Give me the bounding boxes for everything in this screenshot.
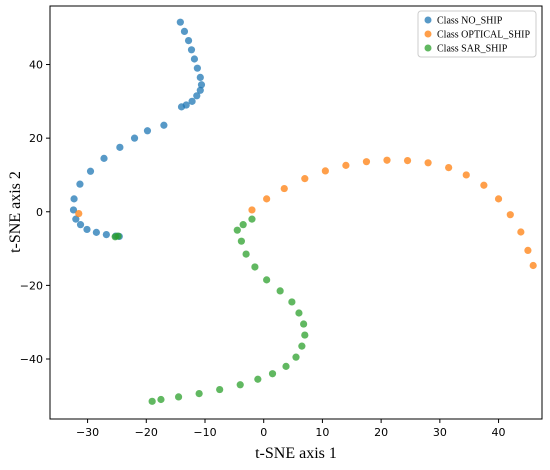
data-point-class-no-ship-12 <box>177 103 186 111</box>
data-point-class-sar-ship-11 <box>301 331 309 339</box>
points-layer <box>69 18 537 405</box>
data-point-class-sar-ship-24 <box>111 233 119 241</box>
legend: Class NO_SHIP Class OPTICAL_SHIP Class S… <box>417 10 537 58</box>
data-point-class-sar-ship-7 <box>276 287 284 295</box>
data-point-class-no-ship-13 <box>160 121 168 129</box>
x-tick-label: 0 <box>260 426 267 439</box>
data-point-class-sar-ship-13 <box>292 353 300 361</box>
data-point-class-sar-ship-22 <box>148 397 156 405</box>
data-point-class-no-ship-25 <box>92 228 100 236</box>
data-point-class-optical-ship-12 <box>480 181 488 189</box>
data-point-class-optical-ship-11 <box>462 171 470 179</box>
legend-box <box>417 10 537 58</box>
data-point-class-no-ship-7 <box>197 81 206 89</box>
data-point-class-sar-ship-8 <box>288 298 296 306</box>
data-point-class-no-ship-22 <box>72 215 80 223</box>
data-point-class-sar-ship-14 <box>282 362 290 370</box>
x-tick-label: −20 <box>135 426 158 439</box>
data-point-class-sar-ship-5 <box>251 263 259 271</box>
data-point-class-sar-ship-6 <box>263 276 271 284</box>
x-axis-title: t-SNE axis 1 <box>255 445 337 462</box>
data-point-class-no-ship-23 <box>76 221 85 229</box>
data-point-class-no-ship-14 <box>143 127 152 135</box>
legend-marker-no-ship <box>424 16 432 24</box>
y-tick-label: 40 <box>29 59 43 72</box>
data-point-class-no-ship-10 <box>188 97 196 105</box>
data-point-class-no-ship-6 <box>196 73 204 82</box>
data-point-class-optical-ship-9 <box>424 159 432 167</box>
data-point-class-no-ship-0 <box>176 18 184 26</box>
data-point-class-optical-ship-2 <box>280 184 288 193</box>
data-point-class-optical-ship-0 <box>248 206 256 214</box>
data-point-class-sar-ship-3 <box>237 237 245 245</box>
data-point-class-sar-ship-19 <box>195 390 203 398</box>
data-point-class-optical-ship-17 <box>529 261 537 270</box>
data-point-class-optical-ship-10 <box>445 163 453 172</box>
data-point-class-no-ship-16 <box>116 143 124 151</box>
legend-marker-optical-ship <box>424 30 432 38</box>
x-tick-label: 30 <box>433 426 447 439</box>
data-point-class-sar-ship-15 <box>268 370 277 378</box>
data-point-class-no-ship-3 <box>187 46 196 54</box>
x-tick-label: 20 <box>374 426 388 439</box>
data-point-class-optical-ship-3 <box>301 175 309 183</box>
y-axis-title: t-SNE axis 2 <box>7 171 24 253</box>
data-point-class-sar-ship-20 <box>174 393 183 401</box>
data-point-class-optical-ship-1 <box>263 195 271 203</box>
data-point-class-sar-ship-12 <box>298 342 306 350</box>
y-tick-label: 20 <box>29 132 43 145</box>
plot-frame <box>49 5 543 420</box>
data-point-class-no-ship-19 <box>76 180 84 188</box>
data-point-class-sar-ship-17 <box>236 381 244 389</box>
data-point-class-no-ship-4 <box>190 55 199 63</box>
data-point-class-optical-ship-6 <box>362 158 371 166</box>
y-tick-label: −40 <box>20 353 43 366</box>
data-point-class-no-ship-8 <box>196 86 204 94</box>
data-point-class-sar-ship-4 <box>242 250 250 258</box>
data-point-class-no-ship-17 <box>100 154 108 162</box>
data-point-class-sar-ship-0 <box>248 215 256 223</box>
data-point-class-no-ship-24 <box>83 225 91 234</box>
data-point-class-no-ship-15 <box>130 134 139 142</box>
data-point-class-sar-ship-21 <box>157 395 165 404</box>
legend-label-sar-ship: Class SAR_SHIP <box>437 44 508 55</box>
data-point-class-sar-ship-10 <box>300 320 308 328</box>
ticks-layer: −30 −20 −10 0 10 20 30 40 −40 −20 0 20 40 <box>20 59 506 439</box>
data-point-class-optical-ship-18 <box>75 210 83 218</box>
data-point-class-optical-ship-16 <box>524 246 532 255</box>
data-point-class-optical-ship-8 <box>403 157 412 165</box>
x-tick-label: 10 <box>315 426 329 439</box>
data-point-class-no-ship-9 <box>193 92 201 100</box>
data-point-class-no-ship-2 <box>184 37 193 45</box>
x-tick-label: −30 <box>76 426 99 439</box>
data-point-class-no-ship-26 <box>102 230 110 239</box>
data-point-class-sar-ship-9 <box>295 309 303 317</box>
data-point-class-sar-ship-2 <box>233 226 241 234</box>
data-point-class-no-ship-21 <box>69 206 78 214</box>
data-point-class-sar-ship-1 <box>239 221 247 229</box>
data-point-class-no-ship-20 <box>70 195 78 203</box>
data-point-class-sar-ship-16 <box>254 375 262 383</box>
legend-marker-sar-ship <box>424 44 432 52</box>
data-point-class-optical-ship-15 <box>517 228 525 236</box>
y-tick-label: −20 <box>20 279 43 292</box>
data-point-class-no-ship-5 <box>193 64 201 72</box>
data-point-class-optical-ship-5 <box>342 161 350 169</box>
data-point-class-optical-ship-7 <box>383 156 391 164</box>
legend-label-no-ship: Class NO_SHIP <box>437 16 503 27</box>
y-tick-label: 0 <box>36 206 43 219</box>
data-point-class-optical-ship-13 <box>494 195 503 203</box>
x-tick-label: 40 <box>492 426 506 439</box>
data-point-class-optical-ship-4 <box>321 167 329 175</box>
x-tick-label: −10 <box>193 426 216 439</box>
data-point-class-optical-ship-14 <box>506 211 514 219</box>
data-point-class-sar-ship-18 <box>216 385 224 394</box>
data-point-class-no-ship-18 <box>86 167 95 175</box>
data-point-class-no-ship-1 <box>180 27 189 35</box>
legend-label-optical-ship: Class OPTICAL_SHIP <box>437 30 531 41</box>
